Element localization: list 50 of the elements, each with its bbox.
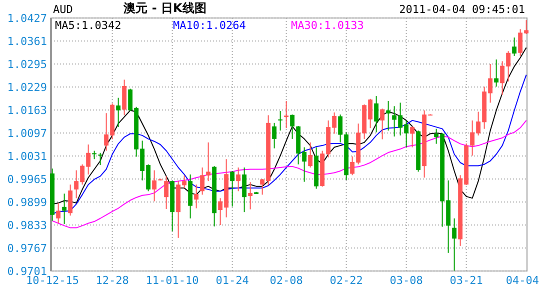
- candlestick: [62, 193, 66, 224]
- x-tick-label: 04-04: [506, 274, 540, 287]
- text: AUD: [53, 3, 73, 16]
- candlestick: [410, 126, 414, 148]
- candlestick: [308, 142, 312, 168]
- candlestick: [272, 122, 276, 149]
- candlestick: [386, 100, 390, 132]
- x-tick-label: 03-08: [390, 274, 423, 287]
- y-tick-label: 0.9767: [7, 242, 47, 255]
- candlestick: [116, 97, 120, 128]
- legend: MA5:1.0342 MA10:1.0264 MA30:1.0133: [55, 19, 364, 32]
- candlestick: [68, 184, 72, 216]
- x-tick-label: 10-12-15: [26, 274, 79, 287]
- candlestick: [152, 170, 156, 202]
- candlestick: [284, 100, 288, 129]
- text: 2011-04-04 09:45:01: [399, 3, 525, 16]
- candlestick: [452, 218, 456, 272]
- candlestick: [164, 176, 168, 210]
- y-tick-label: 0.9965: [7, 173, 47, 186]
- candlestick: [98, 152, 102, 166]
- candlestick: [242, 167, 246, 213]
- x-tick-label: 03-21: [450, 274, 483, 287]
- candlestick: [380, 108, 384, 140]
- candlestick: [512, 37, 516, 56]
- y-tick-label: 1.0427: [7, 12, 47, 25]
- candlestick: [194, 184, 198, 209]
- candlestick: [338, 114, 342, 143]
- chart-title: 澳元 - 日K线图: [122, 1, 206, 15]
- candlestick: [374, 96, 378, 133]
- x-tick-label: 12-28: [96, 274, 129, 287]
- x-tick-label: 01-24: [216, 274, 250, 287]
- candlestick: [122, 79, 126, 116]
- y-tick-label: 1.0097: [7, 127, 47, 140]
- candlestick: [290, 114, 294, 140]
- y-tick-label: 1.0295: [7, 58, 47, 71]
- y-tick-label: 1.0361: [7, 35, 47, 48]
- candlestick: [230, 170, 234, 208]
- y-tick-label: 1.0229: [7, 81, 47, 94]
- candlestick: [236, 167, 240, 192]
- x-tick-label: 11-01-10: [146, 274, 199, 287]
- y-tick-label: 0.9899: [7, 196, 47, 209]
- y-tick-label: 0.9833: [7, 219, 47, 232]
- x-tick-label: 02-22: [330, 274, 363, 287]
- candlestick: [278, 110, 282, 132]
- candlestick: [494, 58, 498, 88]
- y-tick-label: 1.0031: [7, 150, 47, 163]
- y-tick-label: 1.0163: [7, 104, 47, 117]
- candlestick: [248, 182, 252, 210]
- candlestick: [56, 202, 60, 224]
- x-tick-label: 02-08: [270, 274, 303, 287]
